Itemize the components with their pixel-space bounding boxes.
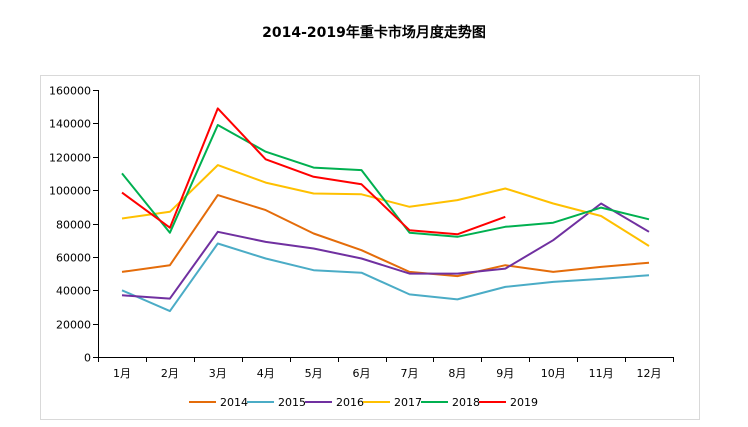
x-tick-label: 5月 [305,367,323,380]
x-tick-label: 6月 [353,367,371,380]
y-tick-label: 100000 [49,185,91,198]
x-tick-label: 7月 [400,367,418,380]
x-tick-label: 11月 [589,367,614,380]
y-tick-label: 60000 [56,252,91,265]
chart-frame [40,75,700,420]
series-line-2016 [121,202,650,300]
y-tick-label: 0 [84,352,91,365]
chart-title: 2014-2019年重卡市场月度走势图 [262,25,486,41]
y-tick-label: 80000 [56,219,91,232]
x-tick-label: 4月 [257,367,275,380]
x-tick-label: 10月 [541,367,566,380]
y-tick-label: 20000 [56,319,91,332]
legend-label-2014: 2014 [220,396,248,409]
x-tick-label: 2月 [161,367,179,380]
legend-label-2016: 2016 [336,396,364,409]
legend-label-2018: 2018 [452,396,480,409]
series-line-2017 [121,164,650,247]
x-tick-label: 9月 [496,367,514,380]
series-line-2015 [121,242,650,313]
x-tick-label: 3月 [209,367,227,380]
y-tick-label: 140000 [49,118,91,131]
legend-label-2019: 2019 [510,396,538,409]
legend-label-2017: 2017 [394,396,422,409]
y-tick-label: 120000 [49,152,91,165]
x-tick-label: 12月 [637,367,662,380]
series-line-2019 [121,107,506,236]
series-line-2018 [121,124,650,238]
series-line-2014 [121,194,650,278]
y-tick-label: 160000 [49,85,91,98]
y-tick-label: 40000 [56,285,91,298]
x-tick-label: 8月 [448,367,466,380]
x-tick-label: 1月 [113,367,131,380]
legend-label-2015: 2015 [278,396,306,409]
